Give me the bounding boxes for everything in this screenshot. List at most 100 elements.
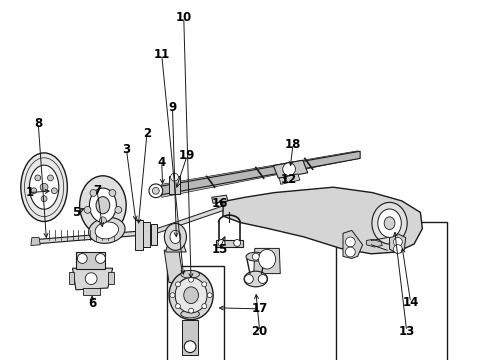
Ellipse shape	[184, 287, 198, 303]
Ellipse shape	[372, 202, 407, 244]
Circle shape	[189, 308, 194, 313]
Circle shape	[170, 293, 175, 298]
Circle shape	[283, 163, 295, 176]
Bar	[135, 220, 143, 250]
Ellipse shape	[96, 197, 110, 214]
Circle shape	[51, 188, 57, 194]
Polygon shape	[212, 195, 228, 203]
Ellipse shape	[79, 176, 126, 235]
Polygon shape	[157, 206, 223, 233]
Ellipse shape	[181, 302, 199, 310]
Ellipse shape	[169, 271, 213, 320]
Ellipse shape	[181, 294, 199, 302]
Circle shape	[31, 188, 37, 194]
Ellipse shape	[29, 165, 59, 209]
Bar	[143, 222, 150, 247]
Circle shape	[84, 206, 91, 213]
Circle shape	[184, 341, 196, 352]
Circle shape	[40, 183, 48, 191]
Ellipse shape	[181, 286, 199, 294]
Text: 12: 12	[281, 173, 297, 186]
Text: 4: 4	[158, 156, 166, 168]
Circle shape	[35, 175, 41, 181]
Circle shape	[252, 253, 259, 260]
Circle shape	[175, 304, 180, 309]
Text: 16: 16	[211, 197, 228, 210]
Circle shape	[393, 238, 402, 246]
Text: 5: 5	[72, 206, 80, 219]
Bar	[185, 272, 196, 318]
Polygon shape	[83, 288, 100, 295]
Polygon shape	[159, 151, 360, 195]
Polygon shape	[69, 272, 74, 284]
Polygon shape	[223, 187, 422, 254]
Ellipse shape	[181, 278, 199, 286]
Ellipse shape	[89, 188, 117, 222]
Polygon shape	[162, 154, 358, 197]
Circle shape	[234, 239, 241, 247]
Circle shape	[90, 189, 97, 197]
Circle shape	[41, 196, 47, 202]
Text: 17: 17	[251, 302, 268, 315]
Polygon shape	[162, 151, 358, 190]
Polygon shape	[273, 160, 308, 178]
Polygon shape	[254, 248, 280, 274]
Ellipse shape	[164, 224, 186, 250]
Circle shape	[202, 282, 207, 287]
Text: 8: 8	[34, 117, 42, 130]
Circle shape	[218, 239, 225, 247]
Circle shape	[207, 293, 212, 298]
Bar	[336, 222, 447, 360]
Circle shape	[258, 275, 267, 283]
Circle shape	[393, 245, 402, 253]
Circle shape	[99, 217, 106, 224]
Text: 6: 6	[88, 297, 96, 310]
Polygon shape	[279, 174, 300, 184]
Text: 9: 9	[169, 101, 176, 114]
Ellipse shape	[175, 278, 207, 313]
Circle shape	[202, 304, 207, 309]
Text: 11: 11	[153, 48, 170, 61]
Circle shape	[96, 253, 105, 264]
Polygon shape	[31, 238, 40, 246]
Text: 18: 18	[285, 138, 301, 150]
Bar	[151, 224, 157, 244]
Text: 15: 15	[211, 243, 228, 256]
Ellipse shape	[378, 209, 401, 237]
Ellipse shape	[89, 217, 125, 243]
Ellipse shape	[95, 222, 119, 239]
Polygon shape	[367, 239, 382, 247]
Text: 13: 13	[398, 325, 415, 338]
Text: 1: 1	[25, 186, 33, 199]
Ellipse shape	[244, 271, 268, 287]
Bar	[216, 240, 243, 247]
Circle shape	[345, 247, 355, 257]
Polygon shape	[164, 250, 184, 283]
Ellipse shape	[21, 153, 68, 221]
Ellipse shape	[259, 249, 275, 269]
Circle shape	[48, 175, 53, 181]
Polygon shape	[169, 176, 180, 194]
Circle shape	[85, 273, 97, 284]
Ellipse shape	[181, 270, 199, 278]
Circle shape	[245, 275, 253, 283]
Ellipse shape	[246, 252, 266, 261]
Polygon shape	[343, 230, 363, 258]
Circle shape	[175, 282, 180, 287]
Polygon shape	[108, 272, 114, 284]
Text: 7: 7	[93, 184, 101, 197]
Text: 2: 2	[143, 127, 151, 140]
Ellipse shape	[384, 217, 395, 230]
Circle shape	[77, 253, 87, 264]
Polygon shape	[390, 233, 406, 253]
Circle shape	[149, 184, 163, 198]
Bar	[182, 320, 198, 355]
Circle shape	[109, 189, 116, 197]
Circle shape	[171, 173, 178, 181]
Polygon shape	[76, 252, 105, 269]
Bar	[167, 266, 224, 360]
Circle shape	[345, 237, 355, 247]
Polygon shape	[162, 153, 358, 194]
Polygon shape	[33, 230, 157, 244]
Text: 19: 19	[179, 149, 196, 162]
